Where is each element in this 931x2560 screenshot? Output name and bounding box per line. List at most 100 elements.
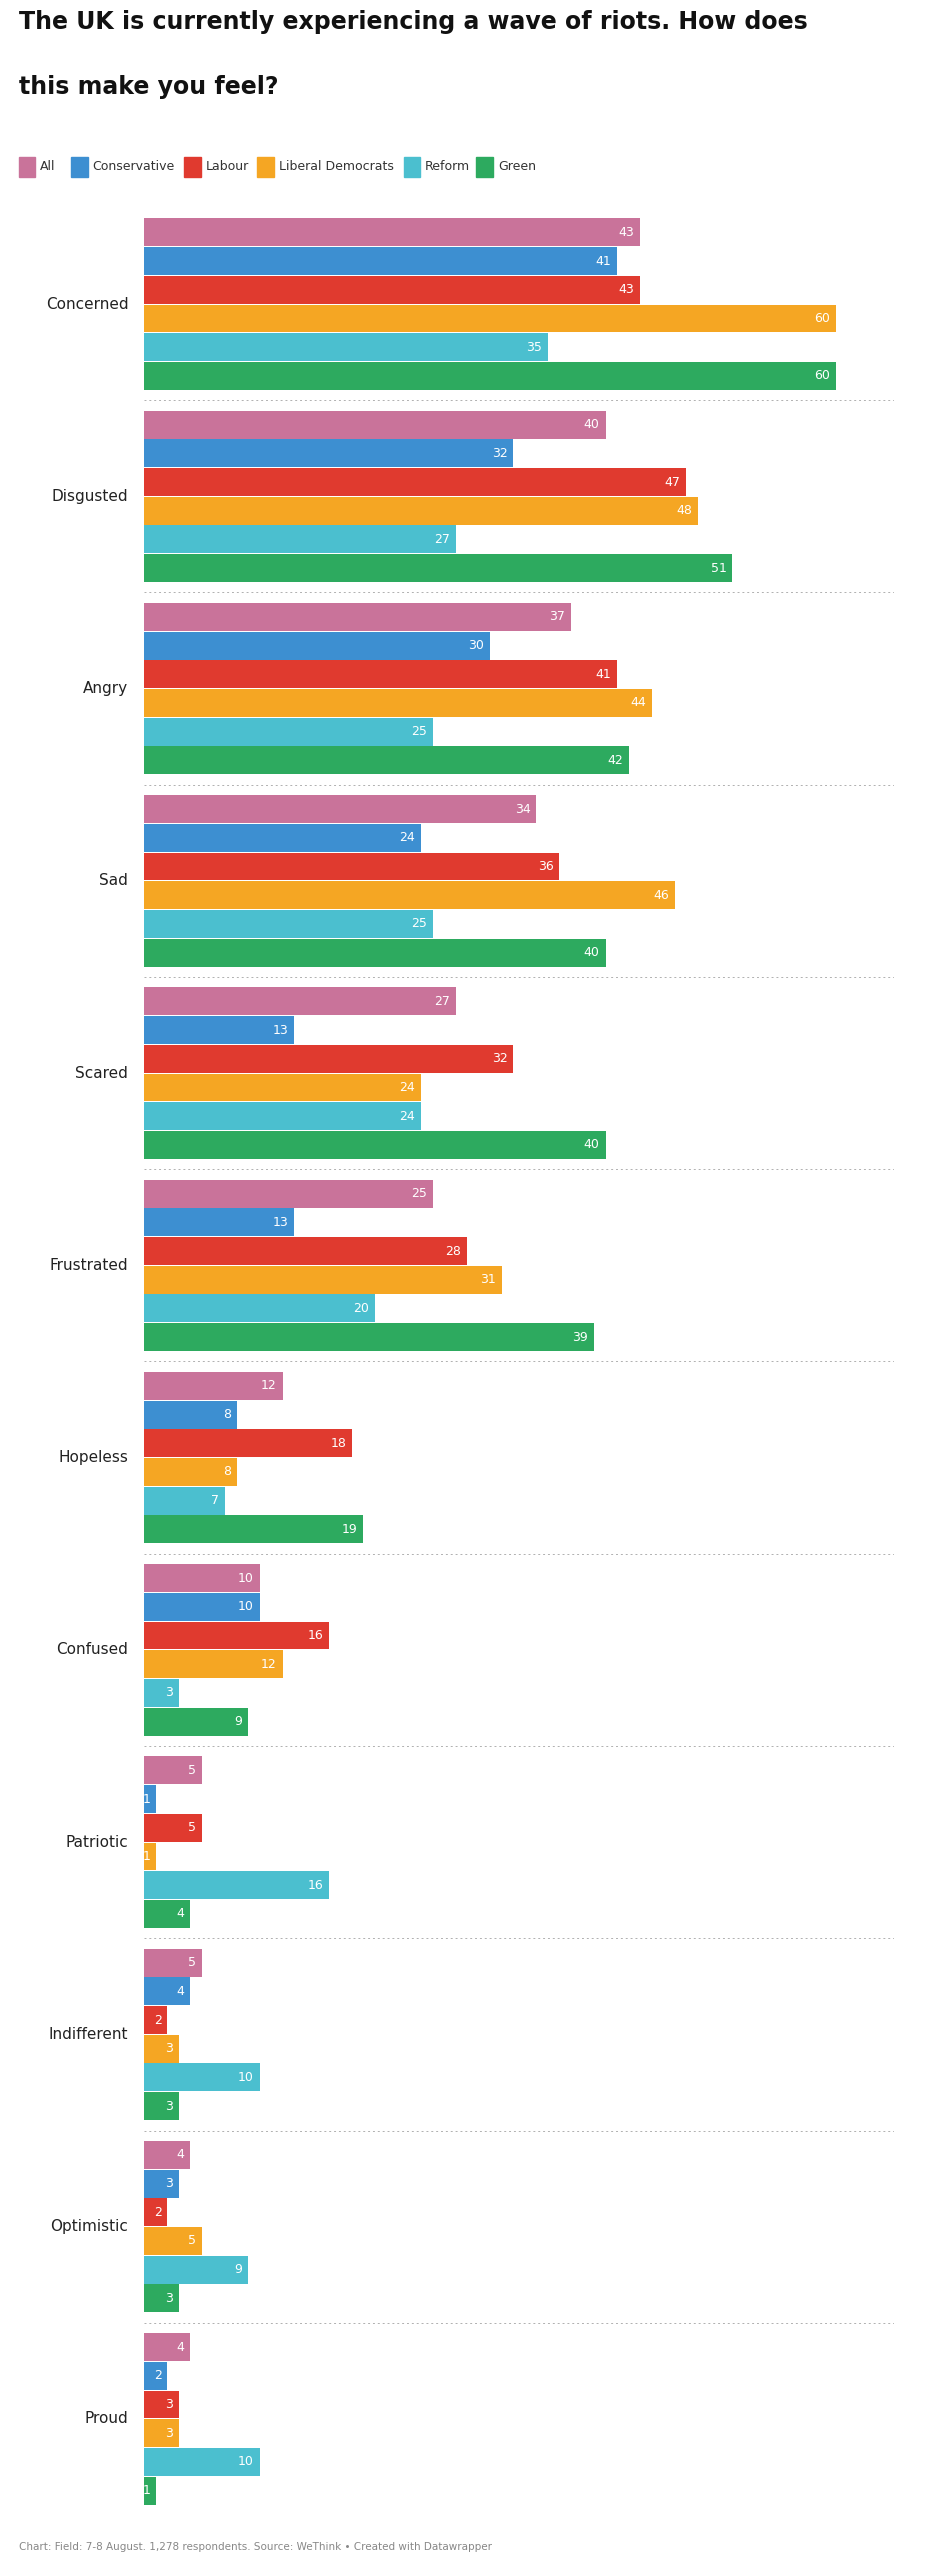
Text: 10: 10 [238,1572,254,1585]
Text: 3: 3 [166,2043,173,2056]
Text: Reform: Reform [425,161,470,174]
Bar [144,1815,202,1841]
Bar [144,1236,467,1265]
Text: 24: 24 [399,832,415,845]
Text: 60: 60 [815,369,830,381]
Text: 5: 5 [188,2235,196,2248]
Text: 4: 4 [177,1984,184,1997]
Text: this make you feel?: this make you feel? [19,74,278,100]
Bar [144,1372,283,1400]
Text: 44: 44 [630,696,646,709]
Bar [144,1103,421,1129]
Text: 13: 13 [273,1024,289,1037]
Text: 24: 24 [399,1108,415,1124]
Bar [144,2171,179,2196]
Bar [144,1073,421,1101]
Bar [144,440,513,468]
Text: 36: 36 [538,860,554,873]
Text: 3: 3 [166,1687,173,1700]
Text: 2: 2 [154,2207,162,2220]
Bar [144,1900,191,1928]
Text: Labour: Labour [206,161,249,174]
Bar [144,1948,202,1976]
Bar [144,410,605,438]
Bar [144,909,433,937]
Bar [144,2255,248,2284]
Text: 16: 16 [307,1879,323,1892]
Text: 8: 8 [223,1408,231,1421]
Text: Chart: Field: 7-8 August. 1,278 respondents. Source: WeThink • Created with Data: Chart: Field: 7-8 August. 1,278 responde… [19,2542,492,2552]
Text: The UK is currently experiencing a wave of riots. How does: The UK is currently experiencing a wave … [19,10,807,33]
Text: 25: 25 [411,1188,426,1201]
Bar [144,1180,433,1208]
Bar [144,468,686,497]
Text: All: All [40,161,56,174]
Text: 4: 4 [177,2340,184,2353]
Text: 43: 43 [618,284,634,297]
Bar [144,824,421,852]
Bar [144,1708,248,1736]
Text: 1: 1 [142,1851,150,1864]
Bar [144,218,641,246]
Text: 1: 1 [142,1792,150,1805]
Text: 60: 60 [815,312,830,325]
Bar [144,1651,283,1679]
Text: 51: 51 [710,561,726,573]
Bar [144,2447,260,2476]
Bar [144,796,536,824]
Text: 32: 32 [492,448,507,461]
Text: 27: 27 [434,532,450,545]
Bar [144,525,455,553]
Bar [144,1265,502,1293]
Bar [144,1487,225,1516]
Text: 43: 43 [618,225,634,238]
Bar [144,1976,191,2004]
Text: 25: 25 [411,724,426,737]
Bar [144,660,617,689]
Bar [144,1044,513,1073]
Text: 25: 25 [411,916,426,929]
Bar [144,2140,191,2168]
Text: 12: 12 [262,1380,277,1393]
Bar [144,1295,375,1324]
Bar [144,2007,168,2035]
Bar [144,1564,260,1592]
Text: 30: 30 [468,640,484,653]
Text: 7: 7 [211,1495,220,1508]
Text: Liberal Democrats: Liberal Democrats [278,161,394,174]
Text: 8: 8 [223,1464,231,1480]
Bar [144,497,697,525]
Bar [144,1756,202,1784]
Bar [144,604,571,630]
Text: 39: 39 [573,1331,588,1344]
Bar [144,305,836,333]
Text: 10: 10 [238,1600,254,1613]
Bar [144,1208,294,1236]
Bar [144,2227,202,2255]
Text: 3: 3 [166,2291,173,2304]
Text: 12: 12 [262,1659,277,1672]
Bar [144,248,617,274]
Text: 40: 40 [584,417,600,430]
Text: 34: 34 [515,804,531,817]
Text: 1: 1 [142,2483,150,2496]
Bar [144,2063,260,2092]
Text: Green: Green [498,161,536,174]
Bar [144,2476,155,2504]
Text: 40: 40 [584,947,600,960]
Bar [144,1592,260,1620]
Bar [144,1620,329,1649]
Bar [144,748,628,773]
Bar [144,1016,294,1044]
Bar [144,1324,594,1352]
Bar [144,988,455,1016]
Text: Conservative: Conservative [93,161,175,174]
Text: 41: 41 [596,668,612,681]
Text: 3: 3 [166,2176,173,2191]
Bar [144,2092,179,2120]
Bar [144,852,560,881]
Text: 48: 48 [676,504,692,517]
Bar [144,2419,179,2447]
Bar [144,2391,179,2419]
Bar [144,1516,363,1544]
